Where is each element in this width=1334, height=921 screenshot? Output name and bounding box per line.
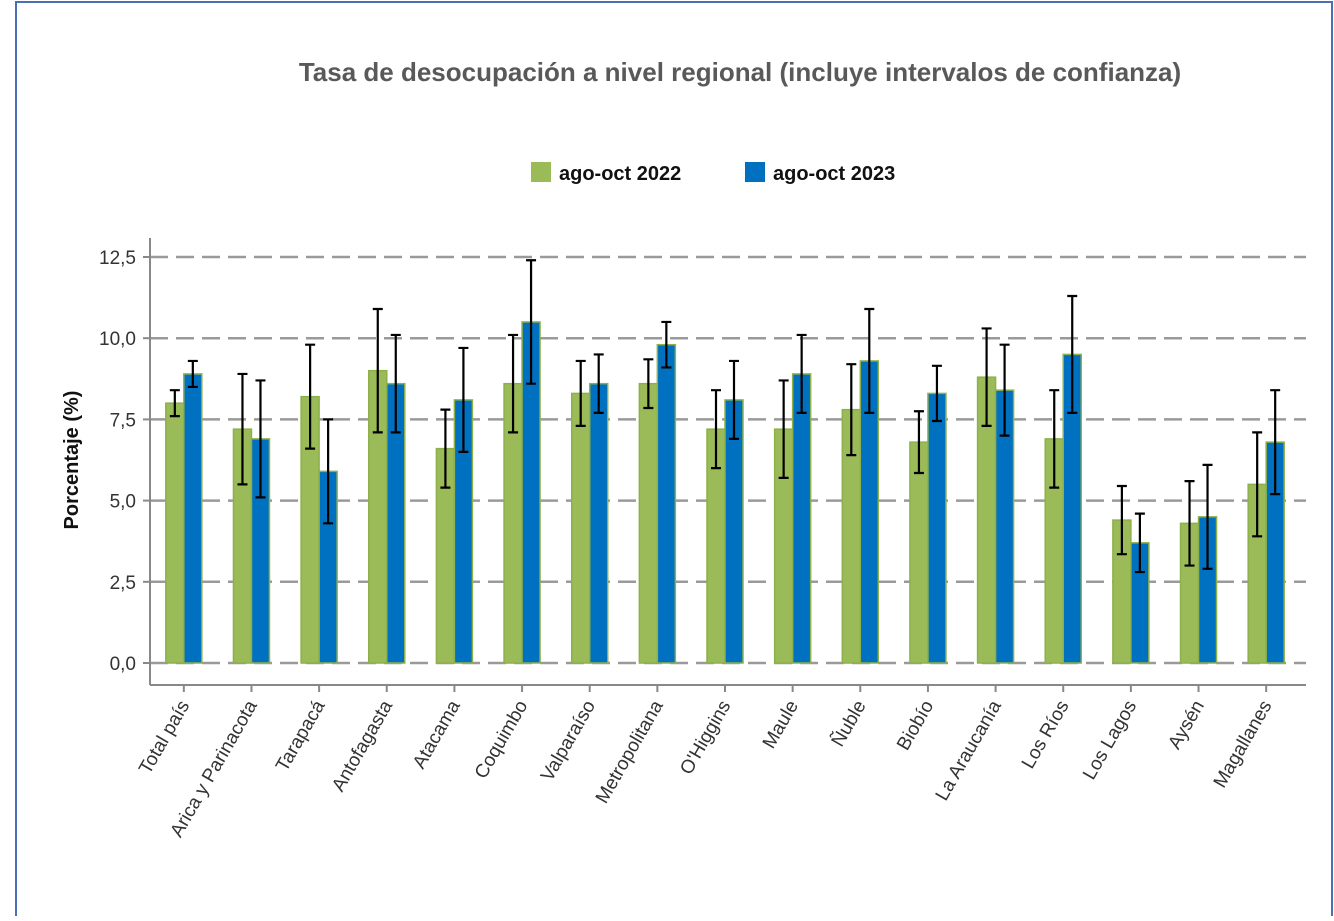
x-tick-label: Magallanes [1210, 697, 1277, 792]
legend-label: ago-oct 2023 [773, 163, 895, 185]
error-bar [526, 259, 537, 385]
legend-swatch [745, 162, 765, 182]
error-bar [711, 389, 721, 470]
error-bar [864, 307, 875, 415]
x-tick-label: Los Lagos [1079, 697, 1141, 783]
plot-area: 0,0 2,5 5,0 7,5 10,0 12,5 ago-oct 2022 ago-oct … [99, 162, 1306, 841]
error-bar [323, 418, 334, 525]
bar [183, 373, 203, 664]
error-bar [981, 327, 992, 427]
error-bar [187, 359, 198, 389]
error-bar [1184, 480, 1195, 567]
y-tick-label: 0,0 [110, 654, 136, 675]
error-bar [729, 359, 739, 440]
x-tick-label: Maule [759, 697, 803, 752]
error-bar [846, 363, 857, 457]
legend-label: ago-oct 2022 [559, 163, 681, 185]
x-tick-label: Antofagasta [328, 697, 397, 796]
bar [791, 373, 812, 664]
chart-title: Tasa de desocupación a nivel regional (i… [299, 57, 1181, 87]
error-bar [999, 343, 1010, 437]
error-bar [796, 333, 807, 415]
error-bar [575, 359, 586, 427]
bar [927, 392, 947, 664]
x-tick-label: Biobío [893, 697, 938, 754]
error-bar [458, 346, 469, 453]
x-tick-label: O'Higgins [676, 697, 735, 778]
error-bar [508, 333, 519, 434]
error-bar [169, 389, 180, 418]
error-bar [390, 333, 401, 434]
y-tick-label: 10,0 [99, 329, 136, 350]
error-bar [661, 320, 672, 369]
error-bar [931, 364, 942, 423]
error-bar [778, 379, 789, 479]
error-bar [593, 353, 604, 415]
error-bar [1049, 389, 1060, 489]
legend-swatch [531, 162, 551, 182]
y-tick-label: 7,5 [110, 410, 136, 431]
y-tick-label: 12,5 [99, 248, 136, 269]
x-tick-label: Atacama [409, 697, 465, 773]
error-bar [643, 358, 654, 410]
x-tick-label: Coquimbo [471, 697, 532, 783]
x-tick-label: Valparaíso [537, 697, 600, 785]
error-bar [440, 408, 451, 489]
y-tick-label: 2,5 [110, 573, 136, 594]
x-tick-label: Aysén [1164, 697, 1208, 753]
x-tick-label: Metropolitana [592, 697, 668, 808]
x-tick-label: Total país [135, 697, 194, 778]
bar [656, 343, 677, 664]
error-bar [1067, 294, 1078, 415]
bar [638, 382, 659, 664]
error-bar [237, 372, 248, 486]
x-tick-label: Tarapacá [272, 697, 329, 776]
error-bar [1270, 389, 1281, 496]
bar [165, 402, 185, 664]
error-bar [913, 410, 924, 475]
frame [15, 1, 1333, 916]
x-tick-label: Ñuble [827, 697, 871, 751]
x-tick-label: Los Ríos [1018, 697, 1074, 772]
y-tick-label: 5,0 [110, 492, 136, 513]
error-bar [305, 343, 316, 450]
error-bar [1134, 512, 1145, 574]
y-axis-label: Porcentaje (%) [61, 391, 83, 530]
x-tick-label: La Araucanía [932, 697, 1006, 805]
bar [909, 441, 929, 664]
error-bar [255, 379, 266, 499]
error-bar [1202, 463, 1213, 570]
bar [588, 382, 609, 664]
error-bar [372, 307, 383, 434]
bar [570, 392, 591, 664]
error-bar [1116, 484, 1127, 556]
error-bar [1252, 431, 1263, 538]
